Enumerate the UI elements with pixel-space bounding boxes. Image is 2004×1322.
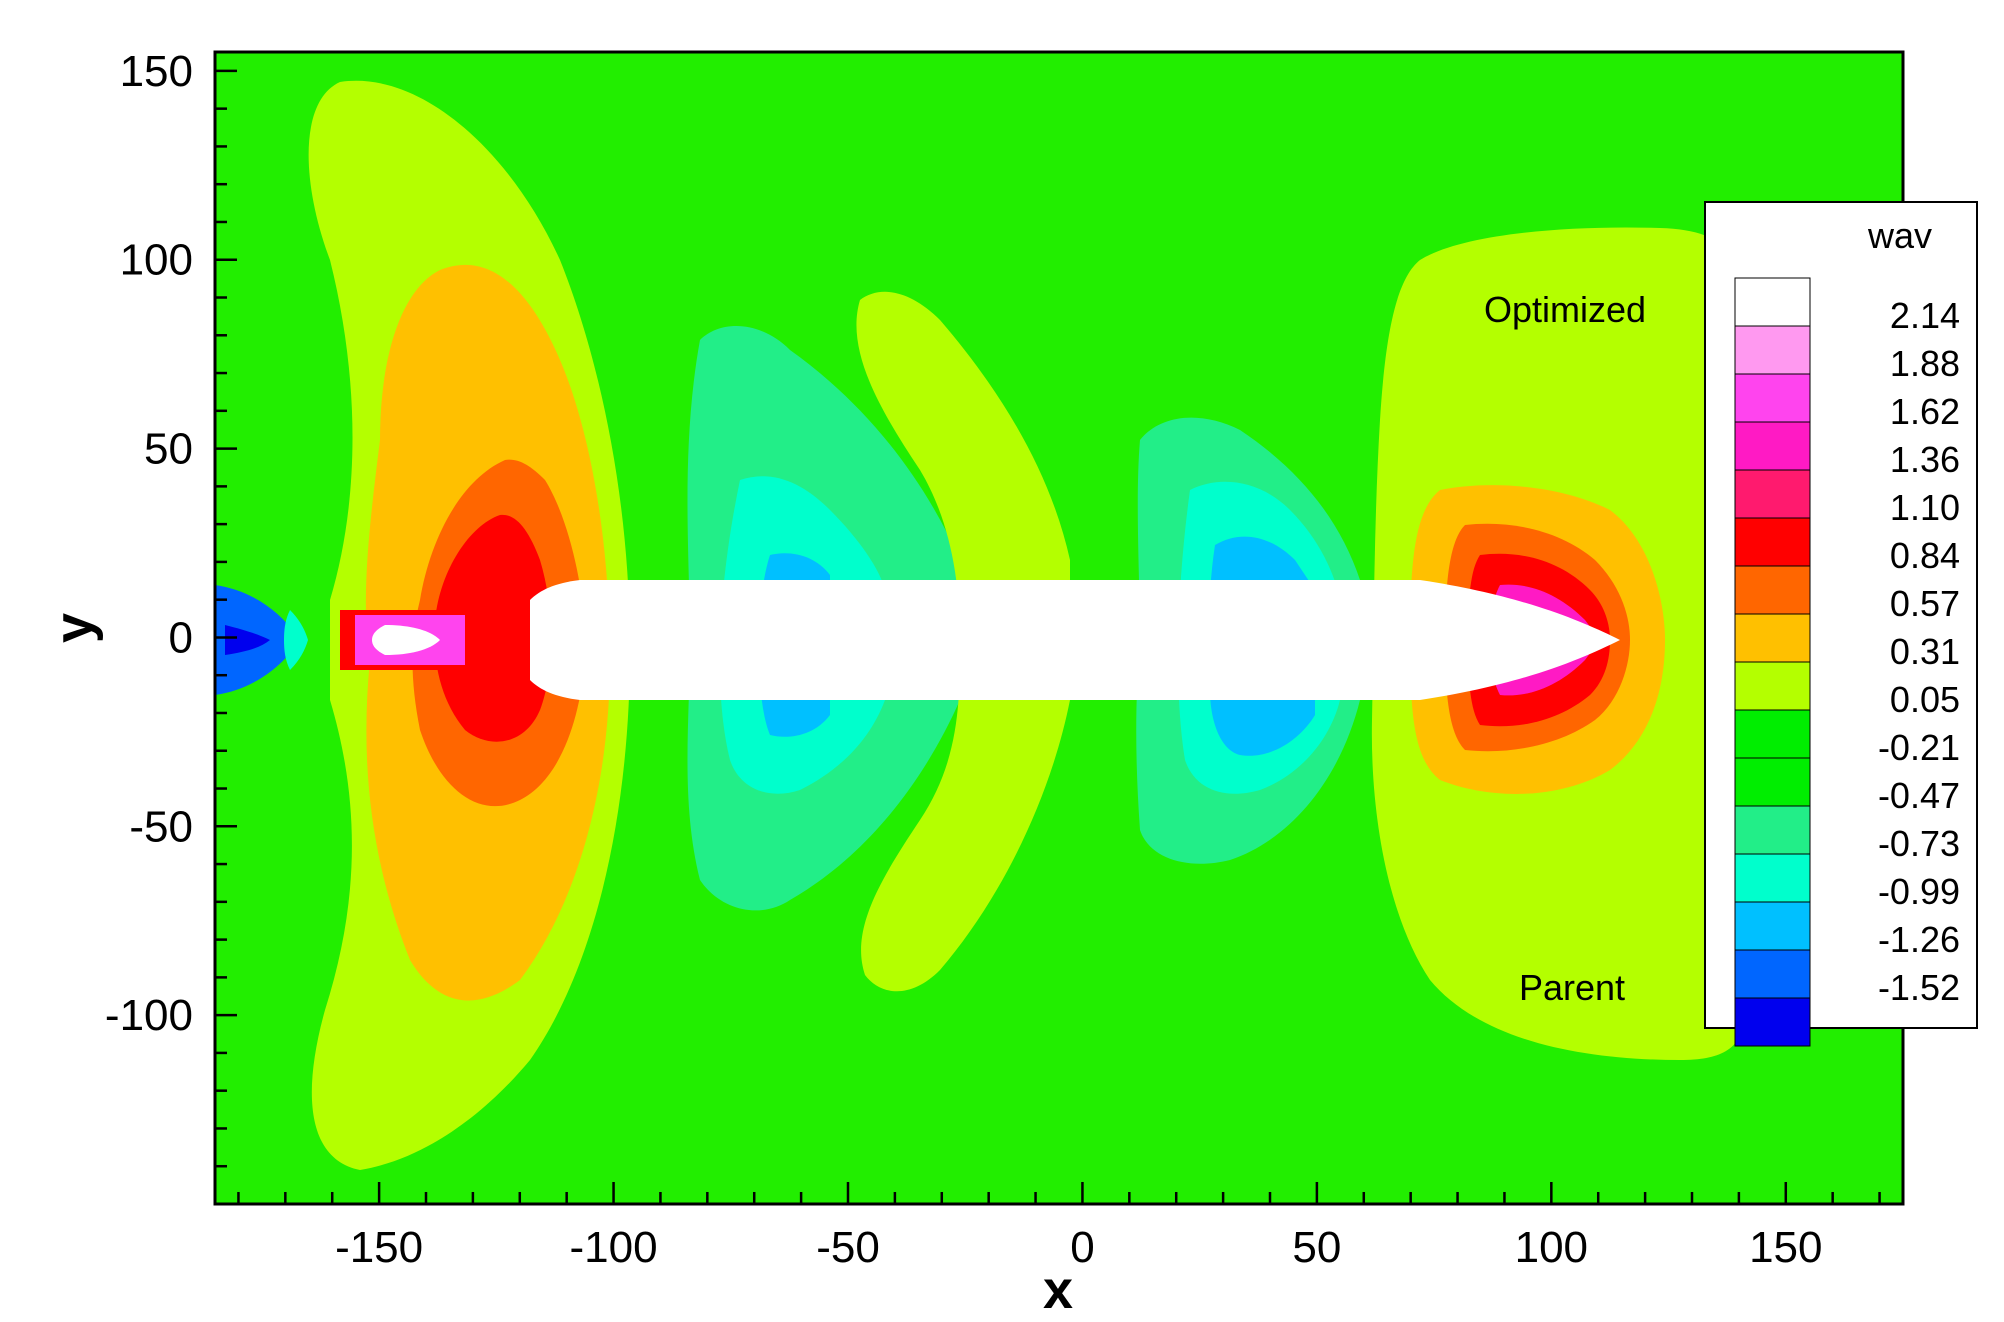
legend-level-label: -1.26 [1878,919,1960,960]
contour-band-tip-cyan [284,610,308,670]
legend-level-label: -0.99 [1878,871,1960,912]
legend-level-label: -0.21 [1878,727,1960,768]
legend-swatch [1734,661,1811,711]
hull-shape [530,580,1620,700]
legend-swatch [1734,949,1811,999]
legend-level-label: 0.57 [1890,583,1960,624]
legend-title: wav [1867,215,1932,256]
legend-level-label: -0.47 [1878,775,1960,816]
legend: wav 2.14 1.88 1.62 1.36 1.10 0.84 0.57 0.31 0.05… [1704,201,1978,1047]
annotation-optimized: Optimized [1484,289,1646,330]
legend-level-label: 1.10 [1890,487,1960,528]
legend-swatch [1734,421,1811,471]
legend-level-label: 1.36 [1890,439,1960,480]
legend-swatch [1734,469,1811,519]
x-tick-label: -150 [335,1223,423,1272]
x-tick-label: 0 [1070,1223,1094,1272]
contour-band-tip-bow-white [372,625,440,655]
legend-swatch [1734,613,1811,663]
x-axis-tick-labels: -150 -100 -50 0 50 100 150 [335,1223,1822,1272]
legend-swatch [1734,997,1811,1047]
contour-band-bow-red [434,514,552,742]
plot-area [215,52,1903,1204]
legend-level-label: 1.62 [1890,391,1960,432]
x-tick-label: 100 [1515,1223,1588,1272]
legend-swatch [1734,565,1811,615]
y-axis-ticks [215,69,237,1168]
annotation-parent: Parent [1519,967,1625,1008]
legend-level-label: 2.14 [1890,295,1960,336]
x-tick-label: 50 [1292,1223,1341,1272]
y-tick-label: 50 [144,425,193,474]
legend-level-label: 0.05 [1890,679,1960,720]
y-tick-label: 150 [120,47,193,96]
y-tick-label: -50 [129,802,193,851]
y-tick-label: 100 [120,236,193,285]
legend-swatch [1734,277,1811,327]
x-tick-label: -100 [570,1223,658,1272]
legend-level-label: -1.52 [1878,967,1960,1008]
legend-swatch [1734,805,1811,855]
legend-labels: 2.14 1.88 1.62 1.36 1.10 0.84 0.57 0.31 0.05 -0.2… [1878,295,1960,1008]
contour-band-tip-darkblue [225,625,270,655]
legend-swatch [1734,517,1811,567]
legend-swatch [1734,709,1811,759]
x-axis-title: x [1043,1260,1073,1320]
legend-level-label: 0.31 [1890,631,1960,672]
y-axis-tick-labels: 150 100 50 0 -50 -100 [105,47,193,1040]
x-tick-label: -50 [816,1223,880,1272]
y-tick-label: 0 [169,613,193,662]
legend-level-label: 1.88 [1890,343,1960,384]
legend-swatch [1734,373,1811,423]
legend-swatch [1734,901,1811,951]
x-tick-label: 150 [1749,1223,1822,1272]
y-tick-label: -100 [105,991,193,1040]
legend-level-label: 0.84 [1890,535,1960,576]
legend-swatch [1734,853,1811,903]
legend-swatches [1734,277,1811,1047]
y-axis-title: y [44,613,104,643]
x-axis-ticks [237,1182,1881,1204]
legend-swatch [1734,325,1811,375]
legend-level-label: -0.73 [1878,823,1960,864]
legend-swatch [1734,757,1811,807]
